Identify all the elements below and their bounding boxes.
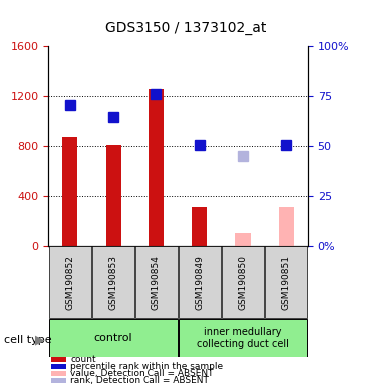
FancyBboxPatch shape xyxy=(265,247,308,318)
Text: percentile rank within the sample: percentile rank within the sample xyxy=(70,362,223,371)
Text: control: control xyxy=(94,333,132,343)
Bar xyxy=(236,233,250,246)
Bar xyxy=(149,88,164,246)
Bar xyxy=(192,207,207,246)
Text: GSM190850: GSM190850 xyxy=(239,255,247,310)
FancyBboxPatch shape xyxy=(49,319,178,357)
Text: rank, Detection Call = ABSENT: rank, Detection Call = ABSENT xyxy=(70,376,209,384)
Text: GSM190851: GSM190851 xyxy=(282,255,291,310)
Bar xyxy=(51,378,66,383)
Text: ▶: ▶ xyxy=(35,333,45,346)
FancyBboxPatch shape xyxy=(49,247,91,318)
Text: count: count xyxy=(70,355,96,364)
Text: cell type: cell type xyxy=(4,335,51,345)
Bar xyxy=(62,137,78,246)
FancyBboxPatch shape xyxy=(135,247,178,318)
FancyBboxPatch shape xyxy=(92,247,134,318)
Text: GSM190852: GSM190852 xyxy=(65,255,74,310)
Bar xyxy=(106,145,121,246)
Text: value, Detection Call = ABSENT: value, Detection Call = ABSENT xyxy=(70,369,214,378)
Text: GSM190853: GSM190853 xyxy=(109,255,118,310)
Text: GSM190849: GSM190849 xyxy=(195,255,204,310)
FancyBboxPatch shape xyxy=(178,319,308,357)
Bar xyxy=(51,358,66,362)
Bar xyxy=(279,207,294,246)
Bar xyxy=(51,371,66,376)
Text: GSM190854: GSM190854 xyxy=(152,255,161,310)
Bar xyxy=(51,364,66,369)
Text: inner medullary
collecting duct cell: inner medullary collecting duct cell xyxy=(197,327,289,349)
FancyBboxPatch shape xyxy=(178,247,221,318)
FancyBboxPatch shape xyxy=(222,247,264,318)
Text: GDS3150 / 1373102_at: GDS3150 / 1373102_at xyxy=(105,21,266,35)
